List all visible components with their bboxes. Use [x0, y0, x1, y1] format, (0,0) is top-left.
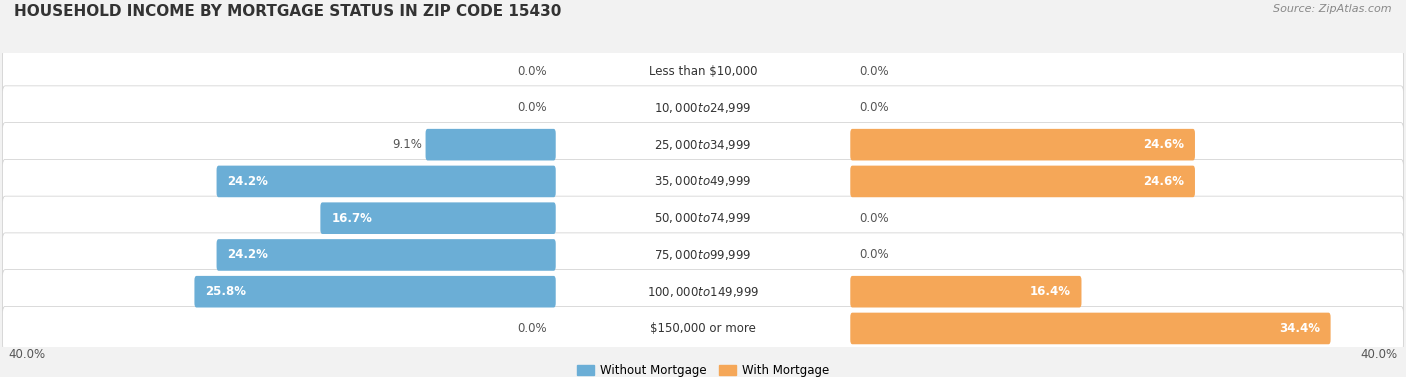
Text: HOUSEHOLD INCOME BY MORTGAGE STATUS IN ZIP CODE 15430: HOUSEHOLD INCOME BY MORTGAGE STATUS IN Z… [14, 4, 561, 19]
Text: $50,000 to $74,999: $50,000 to $74,999 [654, 211, 752, 225]
Text: 0.0%: 0.0% [859, 65, 889, 78]
FancyBboxPatch shape [851, 313, 1330, 344]
Legend: Without Mortgage, With Mortgage: Without Mortgage, With Mortgage [572, 360, 834, 377]
Text: 0.0%: 0.0% [517, 101, 547, 114]
Text: 34.4%: 34.4% [1278, 322, 1320, 335]
Text: $25,000 to $34,999: $25,000 to $34,999 [654, 138, 752, 152]
Text: $35,000 to $49,999: $35,000 to $49,999 [654, 175, 752, 188]
FancyBboxPatch shape [217, 166, 555, 197]
Text: 25.8%: 25.8% [205, 285, 246, 298]
Text: 9.1%: 9.1% [392, 138, 422, 151]
FancyBboxPatch shape [426, 129, 555, 161]
Text: 0.0%: 0.0% [517, 65, 547, 78]
Text: 16.4%: 16.4% [1029, 285, 1070, 298]
Text: $150,000 or more: $150,000 or more [650, 322, 756, 335]
Text: 40.0%: 40.0% [1360, 348, 1398, 360]
FancyBboxPatch shape [3, 196, 1403, 240]
Text: Less than $10,000: Less than $10,000 [648, 65, 758, 78]
Text: 24.6%: 24.6% [1143, 175, 1184, 188]
Text: 0.0%: 0.0% [859, 248, 889, 261]
Text: 0.0%: 0.0% [859, 212, 889, 225]
FancyBboxPatch shape [194, 276, 555, 308]
Text: $100,000 to $149,999: $100,000 to $149,999 [647, 285, 759, 299]
FancyBboxPatch shape [321, 202, 555, 234]
FancyBboxPatch shape [3, 307, 1403, 351]
Text: 24.2%: 24.2% [228, 248, 269, 261]
Text: 16.7%: 16.7% [332, 212, 373, 225]
FancyBboxPatch shape [3, 123, 1403, 167]
FancyBboxPatch shape [3, 233, 1403, 277]
Text: Source: ZipAtlas.com: Source: ZipAtlas.com [1274, 4, 1392, 14]
FancyBboxPatch shape [3, 49, 1403, 93]
FancyBboxPatch shape [851, 129, 1195, 161]
Text: 0.0%: 0.0% [517, 322, 547, 335]
Text: 24.6%: 24.6% [1143, 138, 1184, 151]
FancyBboxPatch shape [851, 276, 1081, 308]
FancyBboxPatch shape [851, 166, 1195, 197]
Text: $75,000 to $99,999: $75,000 to $99,999 [654, 248, 752, 262]
Text: 0.0%: 0.0% [859, 101, 889, 114]
FancyBboxPatch shape [3, 270, 1403, 314]
Text: 40.0%: 40.0% [8, 348, 46, 360]
FancyBboxPatch shape [217, 239, 555, 271]
Text: $10,000 to $24,999: $10,000 to $24,999 [654, 101, 752, 115]
FancyBboxPatch shape [3, 86, 1403, 130]
FancyBboxPatch shape [3, 159, 1403, 204]
Text: 24.2%: 24.2% [228, 175, 269, 188]
